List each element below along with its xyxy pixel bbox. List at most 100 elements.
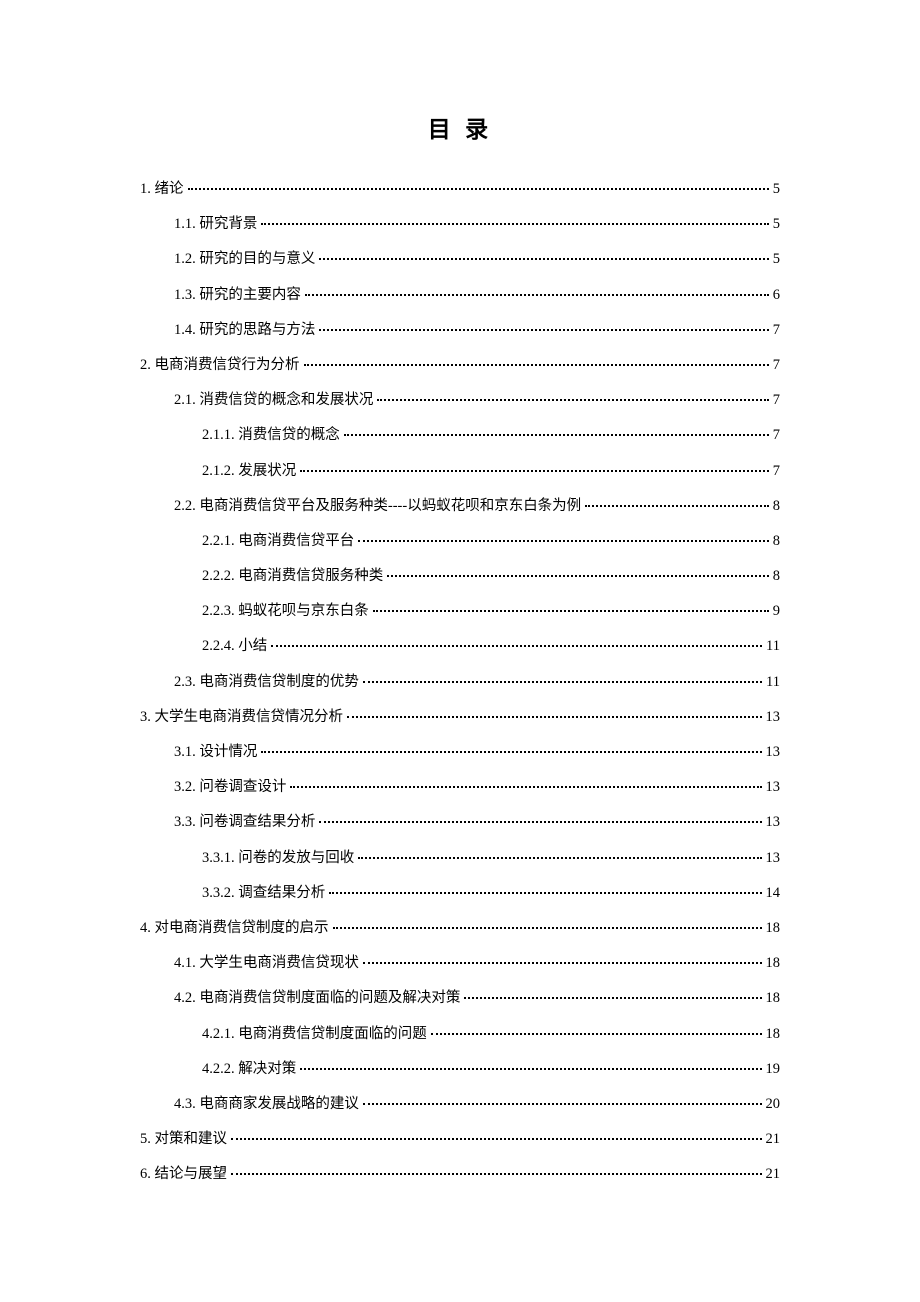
toc-entry-page: 7 bbox=[773, 393, 780, 408]
toc-entry-label: 1.3. 研究的主要内容 bbox=[174, 288, 301, 303]
toc-entry-page: 21 bbox=[766, 1167, 781, 1182]
toc-entry: 4.2.2. 解决对策19 bbox=[140, 1062, 780, 1077]
toc-entry: 3.2. 问卷调查设计 13 bbox=[140, 780, 780, 795]
toc-dots bbox=[363, 681, 762, 683]
toc-entry-label: 3.1. 设计情况 bbox=[174, 745, 257, 760]
toc-entry: 1.3. 研究的主要内容 6 bbox=[140, 288, 780, 303]
toc-entry-label: 3.3.1. 问卷的发放与回收 bbox=[202, 851, 354, 866]
toc-entry: 4.2. 电商消费信贷制度面临的问题及解决对策 18 bbox=[140, 991, 780, 1006]
toc-entry: 3.3.1. 问卷的发放与回收 13 bbox=[140, 851, 780, 866]
toc-entry-page: 14 bbox=[766, 886, 781, 901]
toc-dots bbox=[304, 364, 769, 366]
toc-dots bbox=[319, 258, 768, 260]
toc-dots bbox=[347, 716, 762, 718]
toc-entry-page: 18 bbox=[766, 1027, 781, 1042]
toc-entry-label: 5. 对策和建议 bbox=[140, 1132, 227, 1147]
toc-entry-label: 2.1. 消费信贷的概念和发展状况 bbox=[174, 393, 373, 408]
toc-dots bbox=[387, 575, 769, 577]
toc-entry-label: 3.3. 问卷调查结果分析 bbox=[174, 815, 315, 830]
toc-entry-page: 5 bbox=[773, 252, 780, 267]
toc-entry-label: 2.2.1. 电商消费信贷平台 bbox=[202, 534, 354, 549]
toc-entry-label: 4. 对电商消费信贷制度的启示 bbox=[140, 921, 329, 936]
toc-dots bbox=[431, 1033, 762, 1035]
toc-entry-page: 13 bbox=[766, 780, 781, 795]
toc-entry-page: 5 bbox=[773, 182, 780, 197]
toc-entry-page: 21 bbox=[766, 1132, 781, 1147]
toc-entry: 4.2.1. 电商消费信贷制度面临的问题 18 bbox=[140, 1027, 780, 1042]
toc-dots bbox=[188, 188, 769, 190]
toc-entry: 2.2.2. 电商消费信贷服务种类 8 bbox=[140, 569, 780, 584]
toc-entry: 2.2.1. 电商消费信贷平台 8 bbox=[140, 534, 780, 549]
toc-entry-label: 2.2.2. 电商消费信贷服务种类 bbox=[202, 569, 383, 584]
toc-entry-page: 7 bbox=[773, 464, 780, 479]
toc-entry-label: 1. 绪论 bbox=[140, 182, 184, 197]
toc-dots bbox=[333, 927, 762, 929]
toc-dots bbox=[290, 786, 761, 788]
toc-container: 1. 绪论51.1. 研究背景51.2. 研究的目的与意义51.3. 研究的主要… bbox=[140, 182, 780, 1182]
toc-entry: 3.3. 问卷调查结果分析 13 bbox=[140, 815, 780, 830]
toc-entry-label: 1.1. 研究背景 bbox=[174, 217, 257, 232]
toc-entry-label: 2.1.1. 消费信贷的概念 bbox=[202, 428, 340, 443]
toc-dots bbox=[305, 294, 769, 296]
toc-entry: 6. 结论与展望 21 bbox=[140, 1167, 780, 1182]
toc-entry: 1.4. 研究的思路与方法7 bbox=[140, 323, 780, 338]
toc-entry-label: 4.3. 电商商家发展战略的建议 bbox=[174, 1097, 359, 1112]
toc-entry-label: 3.3.2. 调查结果分析 bbox=[202, 886, 325, 901]
toc-dots bbox=[344, 434, 769, 436]
toc-title: 目 录 bbox=[140, 110, 780, 144]
toc-entry: 3.3.2. 调查结果分析 14 bbox=[140, 886, 780, 901]
toc-entry-page: 18 bbox=[766, 921, 781, 936]
toc-entry: 1. 绪论 5 bbox=[140, 182, 780, 197]
toc-entry-page: 18 bbox=[766, 956, 781, 971]
toc-entry: 5. 对策和建议 21 bbox=[140, 1132, 780, 1147]
toc-entry-page: 13 bbox=[766, 851, 781, 866]
toc-entry: 3. 大学生电商消费信贷情况分析13 bbox=[140, 710, 780, 725]
toc-entry-page: 18 bbox=[766, 991, 781, 1006]
toc-entry-page: 5 bbox=[773, 217, 780, 232]
toc-entry-label: 2.1.2. 发展状况 bbox=[202, 464, 296, 479]
toc-dots bbox=[377, 399, 768, 401]
toc-entry-page: 19 bbox=[766, 1062, 781, 1077]
toc-entry-label: 2.2.4. 小结 bbox=[202, 639, 267, 654]
toc-entry-page: 9 bbox=[773, 604, 780, 619]
toc-dots bbox=[329, 892, 761, 894]
toc-entry: 2.2. 电商消费信贷平台及服务种类----以蚂蚁花呗和京东白条为例 8 bbox=[140, 499, 780, 514]
toc-entry-page: 11 bbox=[766, 639, 780, 654]
toc-entry-label: 3. 大学生电商消费信贷情况分析 bbox=[140, 710, 343, 725]
toc-entry: 2.1.2. 发展状况 7 bbox=[140, 464, 780, 479]
toc-entry-label: 2.3. 电商消费信贷制度的优势 bbox=[174, 675, 359, 690]
toc-entry: 2.3. 电商消费信贷制度的优势11 bbox=[140, 675, 780, 690]
toc-entry-page: 7 bbox=[773, 428, 780, 443]
toc-entry: 1.2. 研究的目的与意义5 bbox=[140, 252, 780, 267]
toc-entry: 2. 电商消费信贷行为分析 7 bbox=[140, 358, 780, 373]
toc-entry-label: 6. 结论与展望 bbox=[140, 1167, 227, 1182]
toc-entry: 2.2.3. 蚂蚁花呗与京东白条9 bbox=[140, 604, 780, 619]
toc-entry-page: 13 bbox=[766, 815, 781, 830]
toc-dots bbox=[300, 470, 769, 472]
toc-entry-page: 20 bbox=[766, 1097, 781, 1112]
toc-entry-page: 8 bbox=[773, 569, 780, 584]
toc-entry-page: 8 bbox=[773, 499, 780, 514]
toc-entry-page: 6 bbox=[773, 288, 780, 303]
toc-entry-label: 3.2. 问卷调查设计 bbox=[174, 780, 286, 795]
toc-entry: 2.1.1. 消费信贷的概念 7 bbox=[140, 428, 780, 443]
toc-dots bbox=[585, 505, 769, 507]
toc-dots bbox=[231, 1173, 762, 1175]
toc-entry-label: 2.2. 电商消费信贷平台及服务种类----以蚂蚁花呗和京东白条为例 bbox=[174, 499, 581, 514]
toc-entry: 1.1. 研究背景 5 bbox=[140, 217, 780, 232]
toc-entry-page: 7 bbox=[773, 323, 780, 338]
toc-entry: 3.1. 设计情况13 bbox=[140, 745, 780, 760]
toc-entry: 2.2.4. 小结 11 bbox=[140, 639, 780, 654]
toc-dots bbox=[300, 1068, 761, 1070]
toc-entry-label: 4.2. 电商消费信贷制度面临的问题及解决对策 bbox=[174, 991, 460, 1006]
toc-entry-label: 4.1. 大学生电商消费信贷现状 bbox=[174, 956, 359, 971]
toc-entry-page: 7 bbox=[773, 358, 780, 373]
toc-dots bbox=[363, 1103, 762, 1105]
toc-dots bbox=[358, 540, 769, 542]
toc-entry-label: 2. 电商消费信贷行为分析 bbox=[140, 358, 300, 373]
toc-entry-label: 4.2.1. 电商消费信贷制度面临的问题 bbox=[202, 1027, 427, 1042]
toc-dots bbox=[373, 610, 769, 612]
toc-entry: 2.1. 消费信贷的概念和发展状况 7 bbox=[140, 393, 780, 408]
toc-entry-page: 8 bbox=[773, 534, 780, 549]
toc-dots bbox=[319, 329, 768, 331]
